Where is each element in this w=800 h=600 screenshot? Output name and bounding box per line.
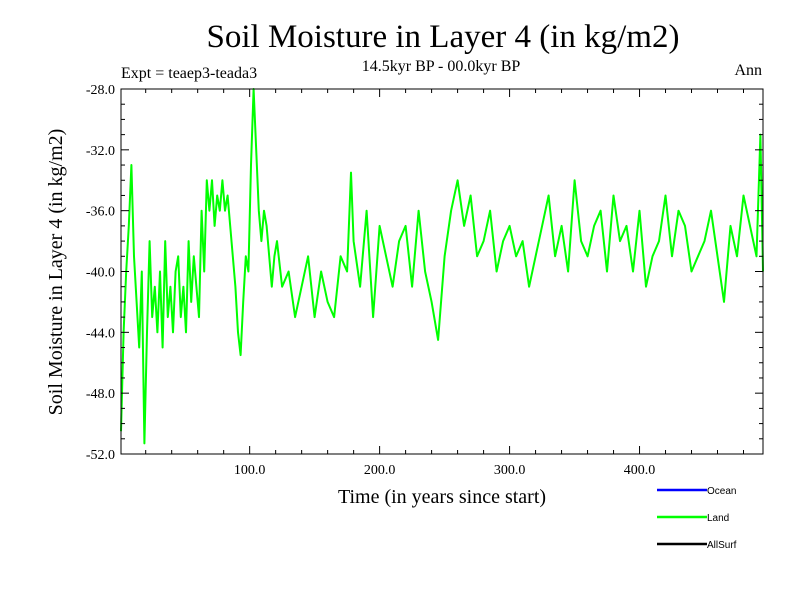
season-label: Ann [734,62,762,79]
legend: Ocean Land AllSurf [657,486,737,551]
y-tick-label: -44.0 [86,326,115,341]
x-tick-label: 100.0 [234,463,266,478]
legend-label-ocean: Ocean [707,486,736,497]
y-tick-label: -36.0 [86,205,115,220]
x-tick-label: 300.0 [494,463,526,478]
series-line-land [120,88,764,445]
experiment-label: Expt = teaep3-teada3 [121,65,257,82]
x-axis-label: Time (in years since start) [338,486,546,508]
y-tick-labels: -28.0 -32.0 -36.0 -40.0 -44.0 -48.0 -52.0 [86,83,115,463]
y-tick-label: -40.0 [86,266,115,281]
axis-ticks [121,88,763,455]
plot-area [120,88,764,455]
y-tick-label: -48.0 [86,387,115,402]
plot-frame [120,88,764,455]
x-tick-label: 200.0 [364,463,396,478]
chart-subtitle: 14.5kyr BP - 00.0kyr BP [362,58,521,75]
y-tick-label: -32.0 [86,144,115,159]
x-tick-labels: 100.0 200.0 300.0 400.0 [234,463,655,478]
x-tick-label: 400.0 [624,463,656,478]
legend-label-land: Land [707,513,729,524]
y-tick-label: -28.0 [86,83,115,98]
chart-title: Soil Moisture in Layer 4 (in kg/m2) [207,19,680,55]
legend-label-allsurf: AllSurf [707,540,737,551]
y-axis-label: Soil Moisture in Layer 4 (in kg/m2) [45,129,67,416]
y-tick-label: -52.0 [86,448,115,463]
